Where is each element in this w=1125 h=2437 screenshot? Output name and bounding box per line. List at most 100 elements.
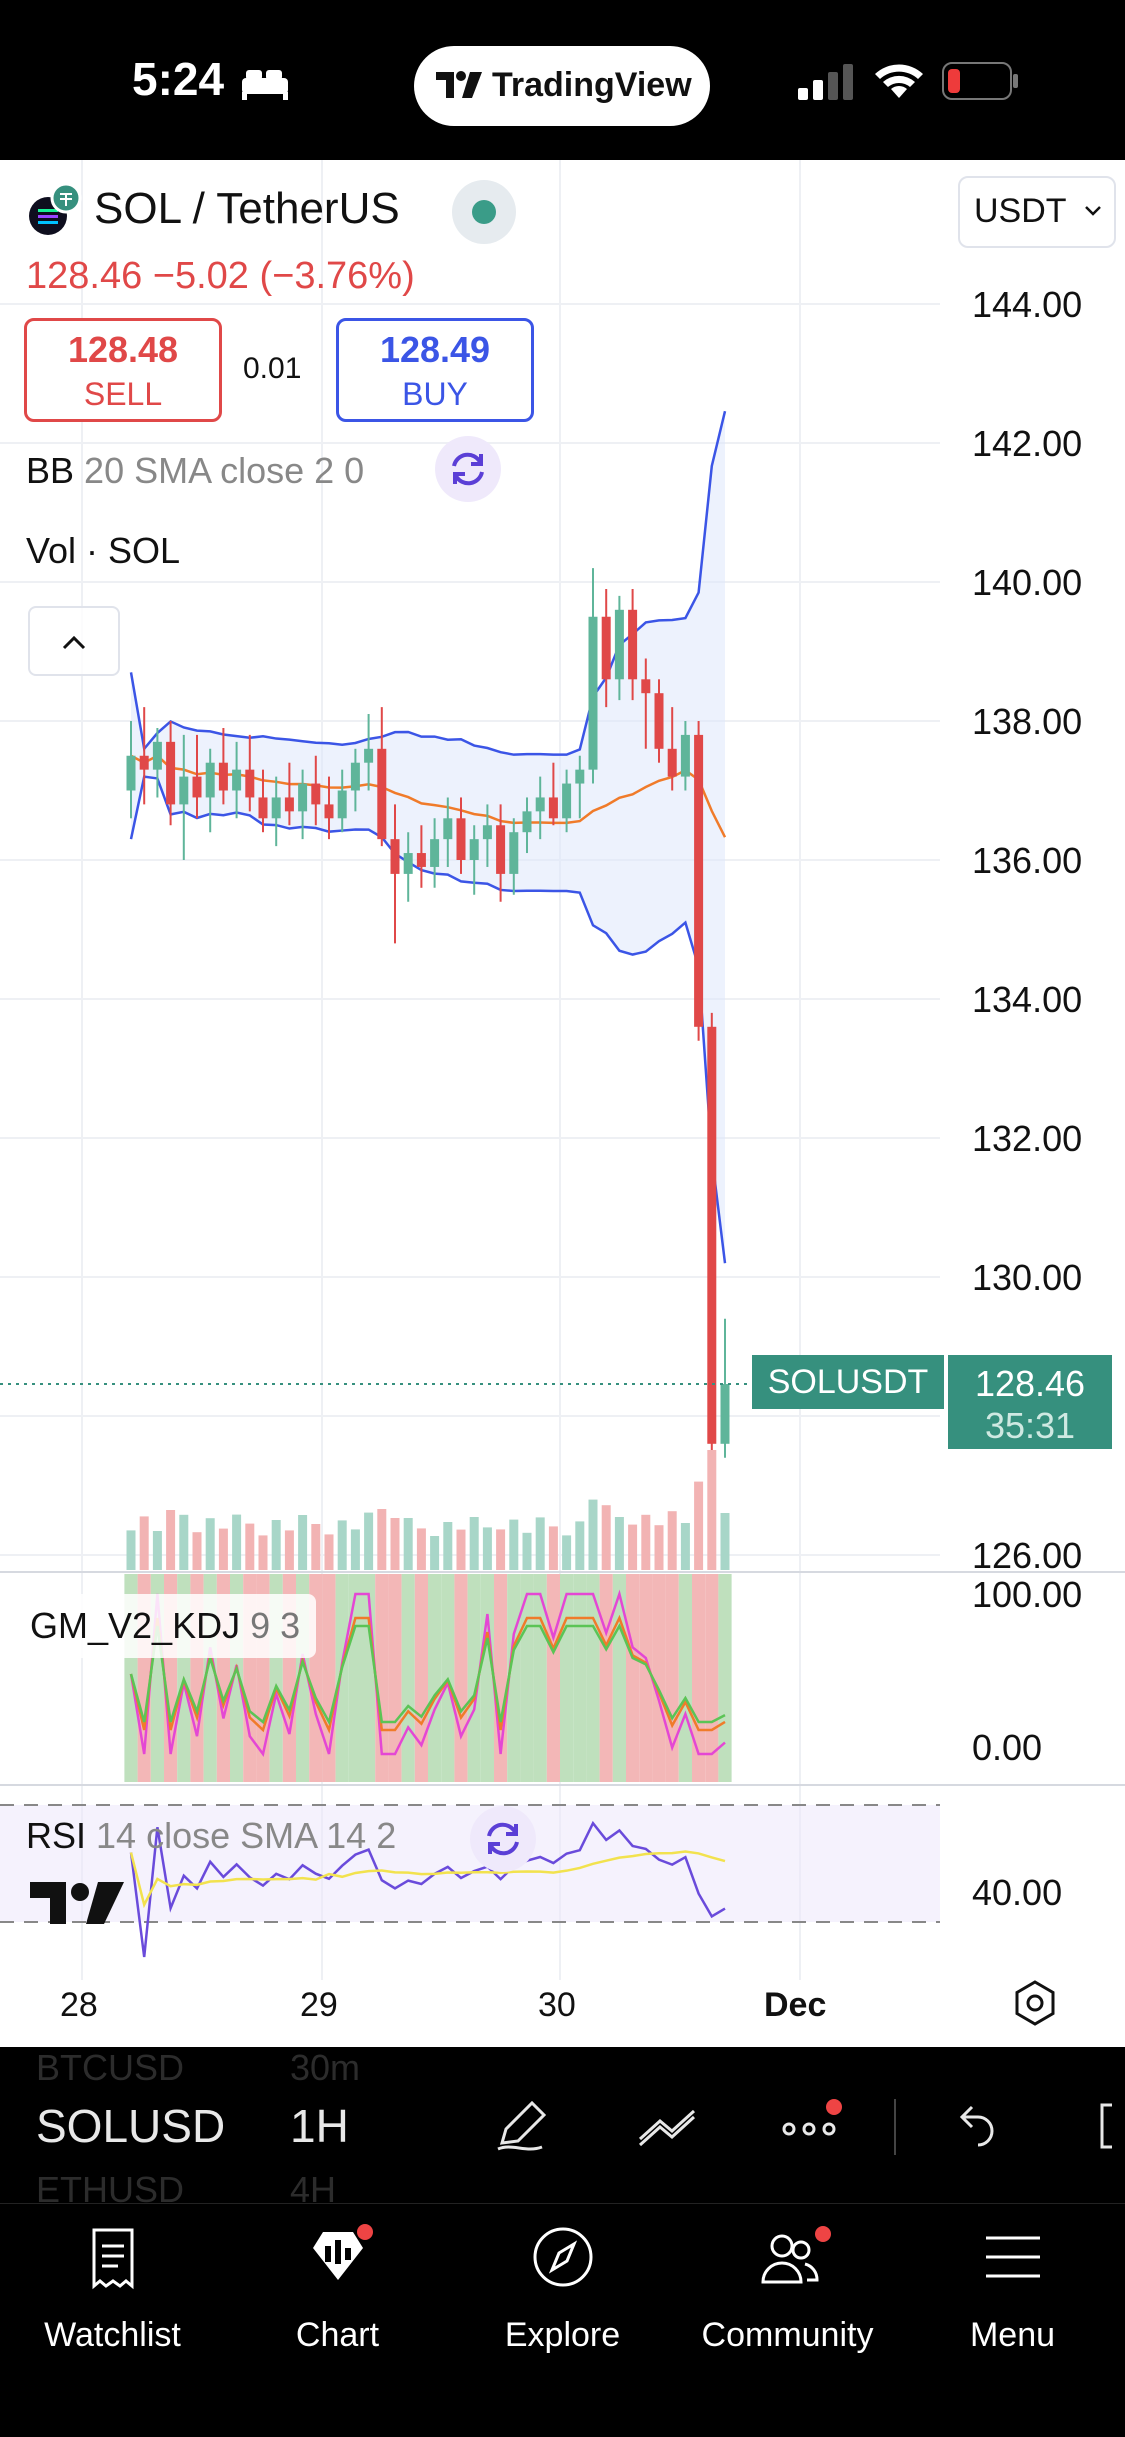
rsi-line [129, 1820, 726, 1958]
kdj-background-band [467, 1574, 481, 1782]
bollinger-band-fill [131, 411, 725, 1264]
chart-toolbar: BTCUSD ETHUSD 30m 4H SOLUSD 1H [0, 2047, 1125, 2203]
interval-picker[interactable]: 1H [290, 2100, 349, 2152]
candle-body [601, 616, 611, 680]
candle-body [152, 741, 162, 770]
chart-area[interactable] [0, 160, 1125, 2047]
kdj-background-band [652, 1574, 666, 1782]
tradingview-pill[interactable]: TradingView [414, 46, 710, 126]
sell-button[interactable]: 128.48 SELL [24, 318, 222, 422]
undo-icon[interactable] [946, 2093, 1012, 2159]
more-options-icon[interactable] [776, 2093, 842, 2159]
notification-dot [815, 2226, 831, 2242]
bb-legend-params: 20 SMA close 2 0 [84, 450, 365, 491]
chevron-down-icon [1085, 206, 1101, 216]
cellular-signal-icon [798, 64, 853, 100]
trendline-icon[interactable] [634, 2093, 700, 2159]
rsi-legend-name: RSI [26, 1815, 87, 1856]
price-chart[interactable] [0, 160, 1125, 2047]
spread-value: 0.01 [243, 352, 302, 385]
bb-legend[interactable]: BB 20 SMA close 2 0 [26, 450, 364, 492]
kdj-k-line [129, 1623, 726, 1726]
volume-bar [720, 1513, 730, 1570]
bar-countdown: 35:31 [984, 1405, 1076, 1446]
chart-icon [313, 2232, 363, 2280]
chart-settings-icon[interactable] [1010, 1978, 1060, 2028]
volume-bar [469, 1517, 479, 1570]
battery-icon [942, 62, 1018, 100]
candle-body [298, 783, 308, 812]
compass-icon [533, 2227, 593, 2287]
candle-body [430, 839, 440, 867]
candle-body [707, 1026, 717, 1444]
kdj-background-band [599, 1574, 613, 1782]
symbol-price-tag: SOLUSDT [752, 1355, 944, 1409]
sleep-focus-icon [242, 70, 288, 100]
time-tick: 30 [538, 1986, 576, 2024]
drawing-pen-icon[interactable] [488, 2093, 554, 2159]
kdj-background-band [573, 1574, 587, 1782]
price-tick: 142.00 [972, 423, 1083, 464]
volume-bar [271, 1520, 281, 1570]
kdj-background-band [335, 1574, 349, 1782]
tab-menu[interactable]: Menu [900, 2224, 1125, 2364]
rsi-legend[interactable]: RSI 14 close SMA 14 2 [26, 1815, 396, 1857]
market-status-indicator[interactable] [452, 180, 516, 244]
currency-selector[interactable]: USDT [958, 176, 1116, 248]
price-tick: 130.00 [972, 1257, 1083, 1298]
candle-body [179, 776, 189, 805]
volume-bar [298, 1515, 308, 1570]
sell-price: 128.48 [67, 329, 179, 370]
tab-explore[interactable]: Explore [450, 2224, 675, 2364]
volume-bar [337, 1520, 347, 1570]
volume-bar [628, 1524, 638, 1570]
volume-bar [680, 1523, 690, 1570]
symbol-title[interactable]: SOL / TetherUS [94, 184, 400, 233]
volume-legend[interactable]: Vol · SOL [26, 530, 181, 571]
bb-reload-button[interactable] [435, 436, 501, 502]
volume-bar [614, 1517, 624, 1570]
candle-body [562, 783, 572, 819]
rsi-legend-params: 14 close SMA 14 2 [96, 1815, 397, 1856]
volume-bar [311, 1524, 321, 1570]
collapse-legend-button[interactable] [28, 606, 120, 676]
watchlist-icon [92, 2228, 134, 2290]
tradingview-logo-icon [436, 71, 482, 98]
volume-bar [377, 1509, 387, 1570]
candle-body [324, 804, 334, 819]
buy-button[interactable]: 128.49 BUY [336, 318, 534, 422]
volume-bar [179, 1514, 189, 1570]
volume-bar [522, 1532, 532, 1570]
volume-bar [284, 1530, 294, 1570]
volume-bar [139, 1516, 149, 1570]
toolbar-separator [894, 2099, 896, 2155]
volume-bar [535, 1517, 545, 1570]
rsi-tick: 40.00 [972, 1872, 1063, 1913]
kdj-background-band [414, 1574, 428, 1782]
candle-body [258, 797, 268, 819]
ghost-symbol-next: ETHUSD [36, 2169, 185, 2203]
candle-body [377, 748, 387, 840]
volume-bar [562, 1535, 572, 1570]
volume-bar [324, 1534, 334, 1570]
wifi-icon [875, 64, 923, 98]
rsi-reload-button[interactable] [470, 1806, 536, 1872]
candle-body [166, 741, 176, 805]
volume-bar [509, 1519, 519, 1570]
kdj-legend[interactable]: GM_V2_KDJ 9 3 [14, 1594, 317, 1658]
tab-community[interactable]: Community [675, 2224, 900, 2364]
symbol-picker[interactable]: SOLUSD [36, 2100, 226, 2152]
volume-bar [416, 1528, 426, 1570]
tab-watchlist[interactable]: Watchlist [0, 2224, 225, 2364]
candle-body [496, 825, 506, 874]
status-time: 5:24 [132, 53, 225, 105]
tab-label: Watchlist [44, 2316, 181, 2354]
kdj-j-line [129, 1589, 726, 1757]
tab-chart[interactable]: Chart [225, 2224, 450, 2364]
fullscreen-icon[interactable] [1090, 2093, 1125, 2159]
volume-bar [403, 1518, 413, 1570]
price-tick: 144.00 [972, 284, 1083, 325]
candle-body [720, 1384, 730, 1444]
volume-bar [350, 1529, 360, 1570]
candle-body [482, 825, 492, 840]
